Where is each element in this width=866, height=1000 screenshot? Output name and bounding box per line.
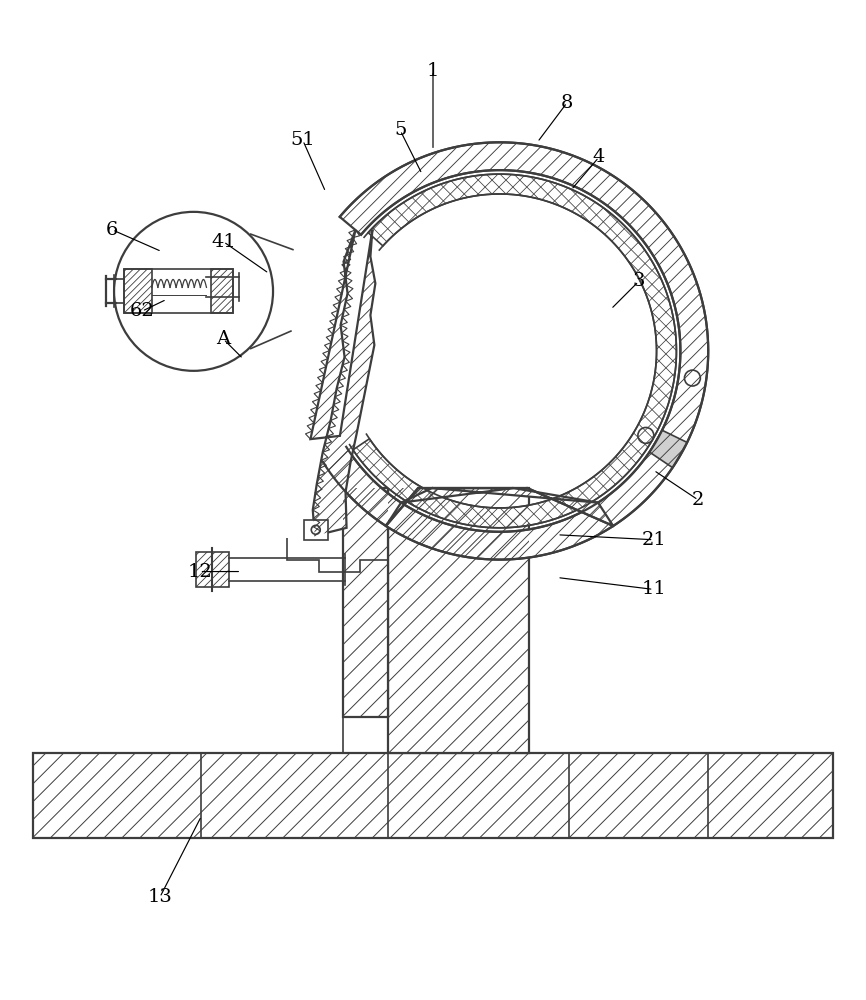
Polygon shape xyxy=(353,174,676,528)
Polygon shape xyxy=(323,142,708,560)
Polygon shape xyxy=(343,488,388,717)
Polygon shape xyxy=(650,430,687,468)
Polygon shape xyxy=(124,269,152,313)
Circle shape xyxy=(638,427,654,443)
Circle shape xyxy=(114,212,273,371)
Text: 41: 41 xyxy=(211,233,236,251)
Text: 21: 21 xyxy=(641,531,666,549)
Polygon shape xyxy=(388,488,529,753)
Text: 6: 6 xyxy=(106,221,119,239)
Text: 1: 1 xyxy=(427,62,439,80)
Text: 11: 11 xyxy=(641,580,666,598)
Polygon shape xyxy=(211,269,233,313)
Text: 51: 51 xyxy=(290,131,315,149)
Polygon shape xyxy=(311,230,375,536)
Text: 4: 4 xyxy=(592,148,605,166)
Text: A: A xyxy=(216,330,230,348)
Circle shape xyxy=(684,370,701,386)
Text: 62: 62 xyxy=(130,302,154,320)
Text: 2: 2 xyxy=(692,491,704,509)
Text: 8: 8 xyxy=(561,94,573,112)
Text: 3: 3 xyxy=(632,272,645,290)
Text: 12: 12 xyxy=(187,563,212,581)
Circle shape xyxy=(311,525,320,534)
Text: 5: 5 xyxy=(394,121,406,139)
Polygon shape xyxy=(386,488,613,526)
Polygon shape xyxy=(33,753,833,838)
Polygon shape xyxy=(196,552,229,587)
Polygon shape xyxy=(304,520,327,540)
Text: 13: 13 xyxy=(147,888,172,906)
